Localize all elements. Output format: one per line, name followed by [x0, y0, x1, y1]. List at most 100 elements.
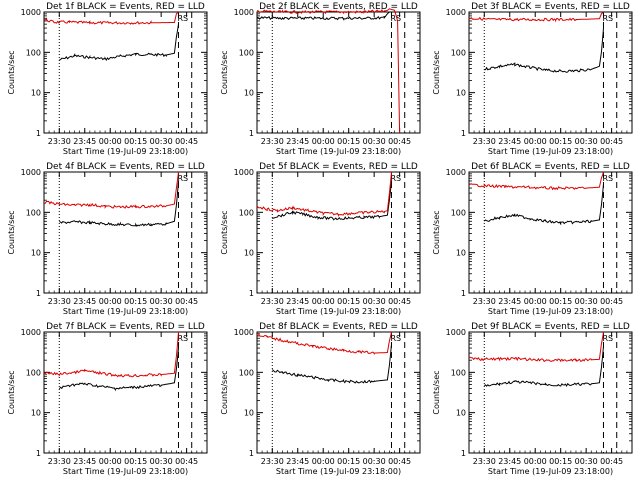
y-tick-label: 1 [461, 289, 466, 298]
y-tick-label: 10 [31, 89, 41, 98]
panel-title: Det 3f BLACK = Events, RED = LLD [471, 2, 630, 12]
y-tick-label: 1 [36, 129, 41, 138]
x-axis-label: Start Time (19-Jul-09 23:18:00) [276, 467, 401, 476]
y-axis-label: Counts/sec [220, 370, 229, 414]
x-tick-label: 00:15 [124, 297, 147, 306]
events-series-line [59, 180, 179, 227]
x-tick-label: 23:30 [473, 297, 496, 306]
x-tick-label: 23:30 [473, 137, 496, 146]
lld-series-line [43, 171, 179, 209]
plot-frame [468, 11, 633, 134]
x-tick-label: 00:30 [575, 297, 598, 306]
x-tick-label: 23:30 [261, 137, 284, 146]
y-tick-label: 100 [451, 368, 466, 377]
y-tick-label: 100 [451, 208, 466, 217]
panel-8: Det 8f BLACK = Events, RED = LLD 1 10 100 10… [220, 322, 421, 476]
y-tick-label: 1000 [234, 168, 254, 177]
plot-frame [468, 331, 633, 454]
y-tick-label: 10 [244, 409, 254, 418]
y-tick-label: 100 [26, 48, 41, 57]
y-axis-label: Counts/sec [432, 210, 441, 254]
x-tick-label: 00:00 [312, 137, 335, 146]
x-tick-label: 00:45 [388, 297, 411, 306]
events-series-line [256, 11, 390, 22]
y-tick-label: 1000 [21, 328, 41, 337]
y-tick-label: 10 [456, 89, 466, 98]
x-axis-label: Start Time (19-Jul-09 23:18:00) [488, 467, 613, 476]
y-tick-label: 1000 [234, 8, 254, 17]
x-tick-label: 23:30 [48, 297, 71, 306]
x-tick-label: 00:00 [312, 457, 335, 466]
plot-frame [256, 11, 421, 134]
rs-annotation: RS [390, 334, 401, 343]
x-tick-label: 00:30 [363, 457, 386, 466]
plot-frame [43, 171, 208, 294]
x-tick-label: 00:00 [524, 457, 547, 466]
x-tick-label: 00:00 [99, 137, 122, 146]
events-series-line [483, 184, 604, 226]
y-tick-label: 100 [26, 208, 41, 217]
panel-title: Det 6f BLACK = Events, RED = LLD [471, 162, 630, 172]
lld-series-line [256, 331, 392, 355]
y-tick-label: 10 [244, 89, 254, 98]
rs-annotation: RS [602, 334, 613, 343]
panel-title: Det 5f BLACK = Events, RED = LLD [259, 162, 418, 172]
x-tick-label: 00:00 [99, 297, 122, 306]
x-tick-label: 23:30 [261, 297, 284, 306]
panel-title: Det 2f BLACK = Events, RED = LLD [259, 2, 418, 12]
y-tick-label: 10 [31, 409, 41, 418]
x-axis-label: Start Time (19-Jul-09 23:18:00) [63, 307, 188, 316]
x-tick-label: 23:30 [473, 457, 496, 466]
y-tick-label: 1 [36, 289, 41, 298]
x-tick-label: 23:45 [73, 137, 96, 146]
panel-title: Det 8f BLACK = Events, RED = LLD [259, 322, 418, 332]
x-tick-label: 00:30 [363, 297, 386, 306]
x-tick-label: 00:15 [124, 457, 147, 466]
x-tick-label: 00:45 [600, 297, 623, 306]
x-tick-label: 00:15 [549, 137, 572, 146]
x-axis-label: Start Time (19-Jul-09 23:18:00) [63, 147, 188, 156]
x-tick-label: 00:15 [337, 457, 360, 466]
panel-3: Det 3f BLACK = Events, RED = LLD 1 10 100 10… [432, 2, 633, 156]
x-tick-label: 00:45 [175, 297, 198, 306]
x-axis-label: Start Time (19-Jul-09 23:18:00) [488, 307, 613, 316]
y-axis-label: Counts/sec [7, 210, 16, 254]
x-tick-label: 00:30 [150, 297, 173, 306]
x-tick-label: 00:00 [312, 297, 335, 306]
y-tick-label: 1 [461, 129, 466, 138]
y-tick-label: 1000 [446, 8, 466, 17]
x-tick-label: 00:30 [363, 137, 386, 146]
x-tick-label: 23:30 [48, 137, 71, 146]
events-series-line [272, 180, 392, 221]
y-tick-label: 10 [244, 249, 254, 258]
plot-frame [256, 171, 421, 294]
x-tick-label: 23:45 [498, 137, 521, 146]
lld-series-line [468, 171, 604, 191]
y-axis-label: Counts/sec [432, 370, 441, 414]
rs-annotation: RS [602, 14, 613, 23]
y-tick-label: 100 [239, 48, 254, 57]
panel-title: Det 1f BLACK = Events, RED = LLD [46, 2, 205, 12]
x-tick-label: 00:30 [575, 457, 598, 466]
x-tick-label: 00:30 [150, 137, 173, 146]
x-tick-label: 00:15 [549, 297, 572, 306]
y-tick-label: 10 [31, 249, 41, 258]
lld-series-line [468, 11, 604, 23]
y-tick-label: 1000 [446, 168, 466, 177]
y-tick-label: 1 [249, 289, 254, 298]
lld-series-line [44, 11, 179, 25]
y-tick-label: 1000 [234, 328, 254, 337]
rs-annotation: RS [177, 334, 188, 343]
x-tick-label: 00:45 [175, 457, 198, 466]
y-tick-label: 100 [239, 368, 254, 377]
panel-1: Det 1f BLACK = Events, RED = LLD 1 10 100 10… [7, 2, 208, 156]
x-axis-label: Start Time (19-Jul-09 23:18:00) [276, 307, 401, 316]
x-axis-label: Start Time (19-Jul-09 23:18:00) [488, 147, 613, 156]
lld-series-line [43, 331, 179, 378]
y-axis-label: Counts/sec [7, 50, 16, 94]
y-tick-label: 100 [451, 48, 466, 57]
x-tick-label: 00:45 [600, 137, 623, 146]
rs-annotation: RS [390, 14, 401, 23]
